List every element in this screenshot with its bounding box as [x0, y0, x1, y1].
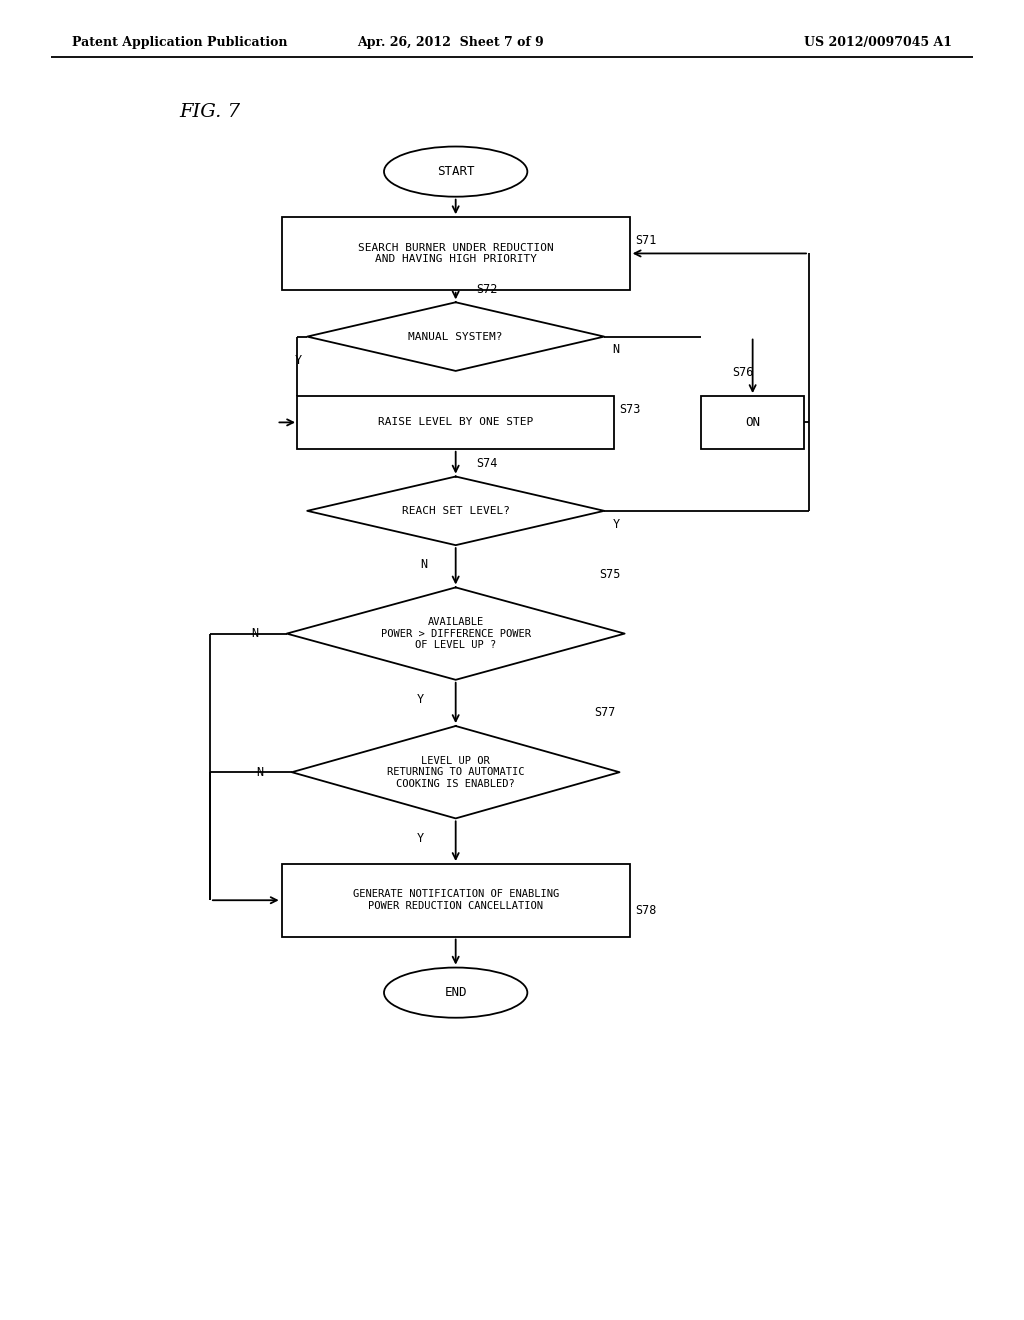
Text: MANUAL SYSTEM?: MANUAL SYSTEM?: [409, 331, 503, 342]
Text: S75: S75: [599, 568, 621, 581]
Text: Y: Y: [417, 832, 424, 845]
Polygon shape: [307, 302, 604, 371]
Ellipse shape: [384, 968, 527, 1018]
Text: N: N: [612, 343, 620, 356]
Text: Patent Application Publication: Patent Application Publication: [72, 36, 287, 49]
Text: START: START: [437, 165, 474, 178]
Text: LEVEL UP OR
RETURNING TO AUTOMATIC
COOKING IS ENABLED?: LEVEL UP OR RETURNING TO AUTOMATIC COOKI…: [387, 755, 524, 789]
Text: S77: S77: [594, 706, 615, 719]
FancyBboxPatch shape: [282, 865, 630, 937]
Text: REACH SET LEVEL?: REACH SET LEVEL?: [401, 506, 510, 516]
Text: Y: Y: [295, 354, 302, 367]
Text: Y: Y: [612, 517, 620, 531]
Text: SEARCH BURNER UNDER REDUCTION
AND HAVING HIGH PRIORITY: SEARCH BURNER UNDER REDUCTION AND HAVING…: [357, 243, 554, 264]
Text: S78: S78: [635, 904, 656, 917]
Text: US 2012/0097045 A1: US 2012/0097045 A1: [804, 36, 952, 49]
Text: RAISE LEVEL BY ONE STEP: RAISE LEVEL BY ONE STEP: [378, 417, 534, 428]
Text: Apr. 26, 2012  Sheet 7 of 9: Apr. 26, 2012 Sheet 7 of 9: [357, 36, 544, 49]
Text: S76: S76: [732, 366, 754, 379]
FancyBboxPatch shape: [297, 396, 614, 449]
Text: N: N: [256, 766, 263, 779]
Text: S74: S74: [476, 457, 498, 470]
Text: Y: Y: [417, 693, 424, 706]
FancyBboxPatch shape: [701, 396, 804, 449]
Polygon shape: [307, 477, 604, 545]
Text: AVAILABLE
POWER > DIFFERENCE POWER
OF LEVEL UP ?: AVAILABLE POWER > DIFFERENCE POWER OF LE…: [381, 616, 530, 651]
Text: N: N: [251, 627, 258, 640]
FancyBboxPatch shape: [282, 216, 630, 289]
Text: N: N: [420, 558, 427, 572]
Text: GENERATE NOTIFICATION OF ENABLING
POWER REDUCTION CANCELLATION: GENERATE NOTIFICATION OF ENABLING POWER …: [352, 890, 559, 911]
Text: S73: S73: [620, 403, 641, 416]
Text: ON: ON: [745, 416, 760, 429]
Ellipse shape: [384, 147, 527, 197]
Text: S71: S71: [635, 234, 656, 247]
Text: FIG. 7: FIG. 7: [179, 103, 241, 121]
Text: END: END: [444, 986, 467, 999]
Polygon shape: [292, 726, 620, 818]
Text: S72: S72: [476, 282, 498, 296]
Polygon shape: [287, 587, 625, 680]
